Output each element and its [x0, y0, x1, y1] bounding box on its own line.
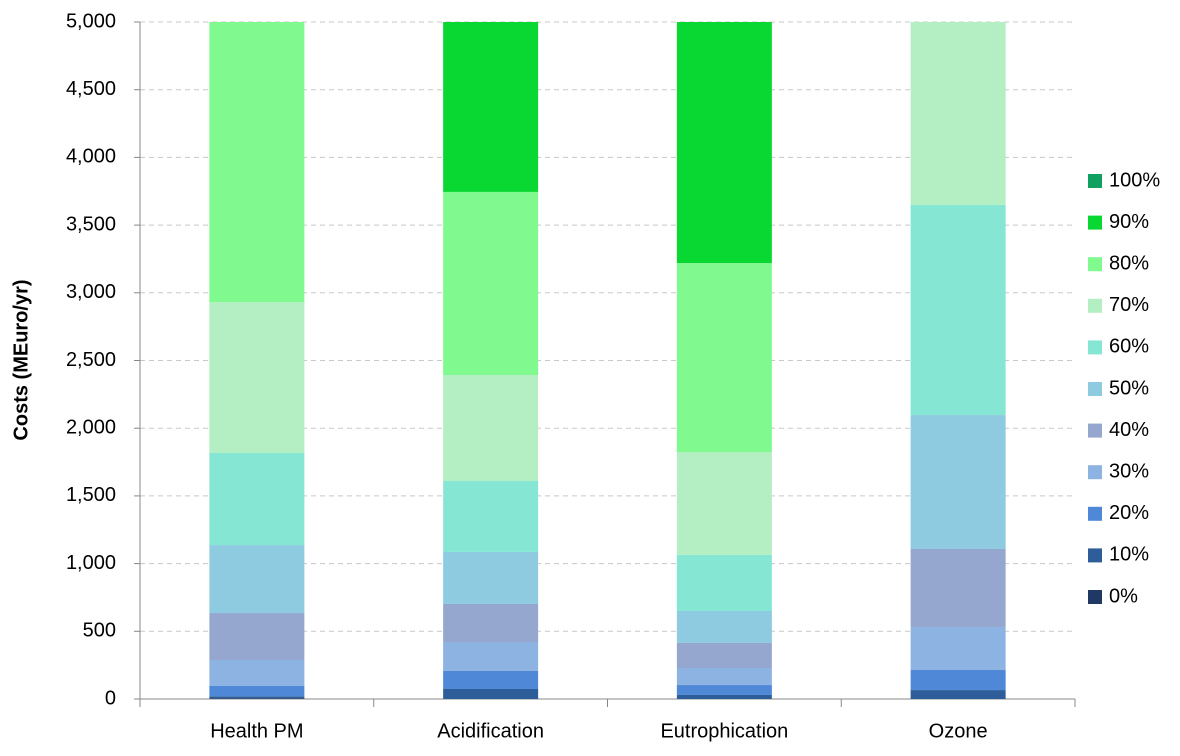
legend-swatch — [1088, 257, 1102, 272]
bar-segment — [443, 603, 539, 642]
bar-segment — [209, 698, 305, 699]
x-tick-label: Health PM — [210, 720, 303, 742]
legend-swatch — [1088, 382, 1102, 396]
bar-segment — [910, 626, 1006, 671]
legend-label: 100% — [1109, 169, 1160, 191]
bar-segment — [910, 548, 1006, 627]
bar-segment — [443, 191, 539, 375]
bar-segment — [443, 22, 539, 192]
legend-swatch — [1088, 298, 1102, 313]
bar-segment — [676, 642, 772, 668]
legend-label: 80% — [1109, 252, 1149, 274]
bar-segment — [209, 22, 305, 303]
bar-segment — [676, 22, 772, 264]
bar-segment — [676, 610, 772, 643]
legend-label: 60% — [1109, 336, 1149, 358]
legend-label: 10% — [1109, 544, 1149, 566]
bar-segment — [209, 545, 305, 614]
y-tick-label: 1,500 — [66, 484, 116, 506]
y-tick-label: 3,500 — [66, 213, 116, 235]
y-tick-label: 3,000 — [66, 281, 116, 303]
legend-swatch — [1088, 506, 1102, 521]
bar-segment — [209, 452, 305, 546]
bar-segment — [209, 686, 305, 697]
legend-label: 20% — [1109, 502, 1149, 524]
bar-segment — [443, 374, 539, 482]
legend-label: 70% — [1109, 294, 1149, 316]
y-tick-label: 1,000 — [66, 552, 116, 574]
legend-swatch — [1088, 423, 1102, 438]
legend-swatch — [1088, 215, 1102, 230]
legend-label: 50% — [1109, 377, 1149, 399]
y-tick-label: 4,000 — [66, 146, 116, 168]
legend-label: 0% — [1109, 585, 1138, 607]
bar-segment — [676, 667, 772, 686]
x-tick-label: Ozone — [929, 720, 988, 742]
y-tick-label: 2,000 — [66, 416, 116, 438]
bar-segment — [209, 613, 305, 661]
bar-segment — [910, 670, 1006, 691]
legend-swatch — [1088, 174, 1102, 188]
bar-segment — [910, 415, 1006, 549]
y-tick-label: 4,500 — [66, 78, 116, 100]
legend-label: 30% — [1109, 460, 1149, 482]
y-tick-label: 2,500 — [66, 349, 116, 371]
legend-label: 90% — [1109, 211, 1149, 233]
bar-segment — [676, 554, 772, 611]
legend-label: 40% — [1109, 419, 1149, 441]
bar-segment — [443, 688, 539, 699]
bar-segment — [209, 660, 305, 687]
bar-segment — [443, 670, 539, 689]
y-tick-label: 0 — [105, 687, 116, 709]
bar-segment — [676, 685, 772, 695]
y-tick-label: 5,000 — [66, 10, 116, 32]
x-tick-label: Acidification — [437, 720, 544, 742]
bar-segment — [676, 452, 772, 555]
bar-segment — [910, 204, 1006, 416]
legend-swatch — [1088, 465, 1102, 480]
bar-segment — [443, 641, 539, 671]
bar-segment — [676, 263, 772, 453]
bar-segment — [209, 302, 305, 453]
bar-segment — [209, 696, 305, 699]
bar-segment — [910, 22, 1006, 205]
bar-segment — [676, 694, 772, 699]
legend-swatch — [1088, 340, 1102, 355]
y-axis-label: Costs (MEuro/yr) — [10, 279, 32, 440]
legend-swatch — [1088, 590, 1102, 604]
x-tick-label: Eutrophication — [660, 720, 788, 742]
y-tick-label: 500 — [83, 620, 116, 642]
bar-segment — [443, 481, 539, 552]
bar-segment — [443, 551, 539, 604]
bar-segment — [910, 690, 1006, 699]
legend-swatch — [1088, 548, 1102, 563]
